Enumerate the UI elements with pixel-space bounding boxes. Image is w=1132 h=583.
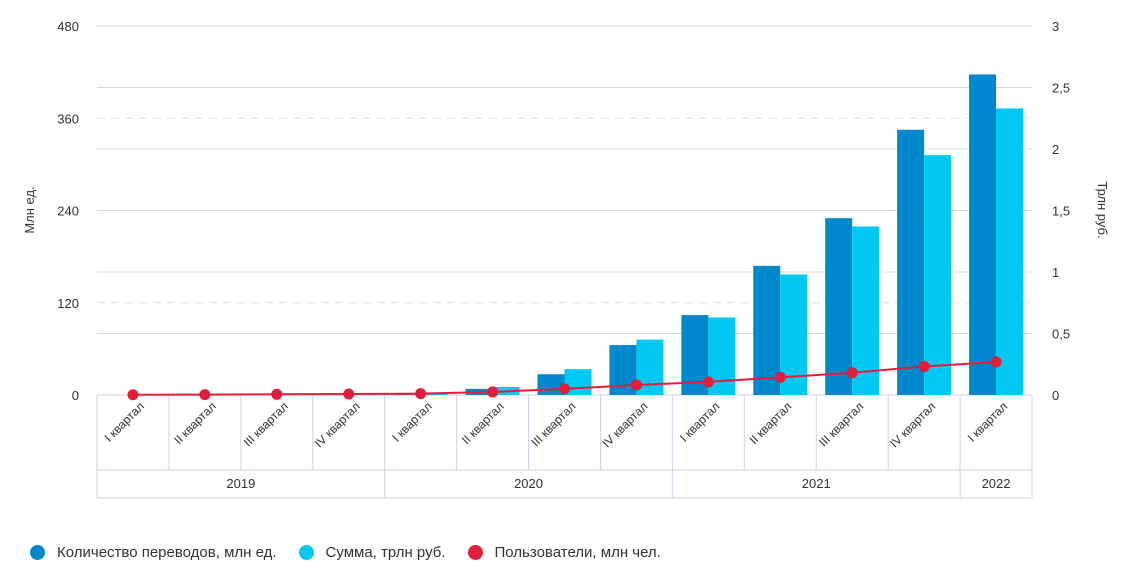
users-point [846,367,858,379]
right-axis: 0 0,5 1 1,5 2 2,5 3 [1052,19,1070,403]
x-category-label: IV квартал [599,399,650,450]
x-category-label: I квартал [102,399,147,444]
bar-sum [996,108,1024,395]
right-tick-label: 3 [1052,19,1059,34]
right-tick-label: 1 [1052,265,1059,280]
users-point [487,386,499,398]
left-axis-title: Млн ед. [22,186,37,233]
users-point [199,389,211,401]
x-category-label: I квартал [965,399,1010,444]
bar-transfers [969,74,997,396]
x-category-label: I квартал [389,399,434,444]
legend-label-transfers: Количество переводов, млн ед. [57,544,277,561]
x-category-label: II квартал [747,399,795,447]
x-category-label: IV квартал [312,399,363,450]
users-point [415,388,427,400]
left-tick-label: 360 [57,111,79,126]
users-point [630,379,642,391]
right-tick-label: 2,5 [1052,81,1070,96]
gridlines [97,25,1032,334]
bar-transfers [897,129,925,395]
year-label: 2021 [802,476,831,491]
legend-label-users: Пользователи, млн чел. [494,544,661,561]
users-point [774,371,786,383]
x-category-label: II квартал [171,399,219,447]
left-tick-label: 120 [57,296,79,311]
x-axis: I квартал II квартал III квартал IV квартал… [96,394,1033,499]
right-tick-label: 0,5 [1052,327,1070,342]
year-label: 2022 [982,476,1011,491]
left-tick-label: 240 [57,204,79,219]
legend: Количество переводов, млн ед. Сумма, трл… [30,544,683,561]
right-tick-label: 1,5 [1052,204,1070,219]
users-point [918,361,930,373]
x-category-label: I квартал [677,399,722,444]
bars [321,74,1024,396]
legend-dot-sum-icon [298,545,314,560]
legend-dot-transfers-icon [30,545,45,560]
bar-sum [924,155,952,395]
users-point [271,388,283,400]
bar-sum [852,226,880,395]
x-category-label: III квартал [816,399,866,449]
right-axis-title: Трлн руб. [1095,181,1110,238]
legend-label-sum: Сумма, трлн руб. [325,544,446,561]
x-category-label: IV квартал [887,399,938,450]
legend-item-users[interactable]: Пользователи, млн чел. [467,544,661,561]
legend-dot-users-icon [467,545,483,560]
year-label: 2020 [514,476,543,491]
users-point [343,388,355,400]
bar-transfers [753,265,781,395]
left-tick-label: 0 [72,388,79,403]
left-axis: 0 120 240 360 480 [57,19,79,403]
x-category-label: II квартал [459,399,507,447]
legend-item-sum[interactable]: Сумма, трлн руб. [298,544,446,561]
right-tick-label: 2 [1052,142,1059,157]
legend-item-transfers[interactable]: Количество переводов, млн ед. [30,544,277,561]
users-point [990,356,1002,368]
x-category-label: III квартал [528,399,578,449]
x-category-label: III квартал [241,399,291,449]
bar-transfers [825,218,853,395]
right-tick-label: 0 [1052,388,1059,403]
users-line [127,356,1002,401]
users-point [702,376,714,388]
users-point [127,389,139,401]
left-tick-label: 480 [57,19,79,34]
year-label: 2019 [226,476,255,491]
users-point [559,383,570,395]
